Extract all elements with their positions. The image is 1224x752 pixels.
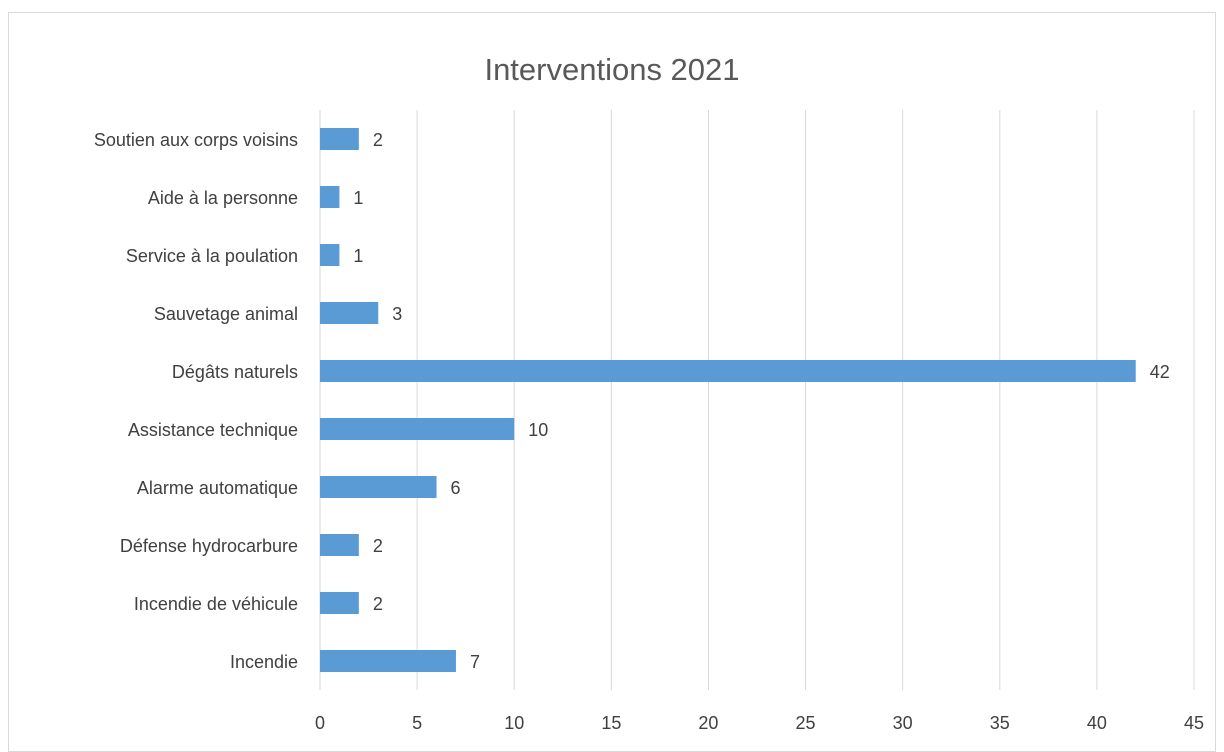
data-label: 10 [528, 420, 548, 440]
x-tick-label: 25 [796, 713, 816, 733]
bar [320, 534, 359, 556]
bar [320, 244, 340, 266]
data-label: 1 [353, 188, 363, 208]
x-tick-label: 45 [1184, 713, 1204, 733]
x-tick-label: 40 [1087, 713, 1107, 733]
category-label: Assistance technique [128, 420, 298, 440]
bar [320, 650, 456, 672]
category-label: Défense hydrocarbure [120, 536, 298, 556]
bar [320, 186, 340, 208]
x-tick-label: 20 [698, 713, 718, 733]
category-label: Soutien aux corps voisins [94, 130, 298, 150]
data-label: 6 [451, 478, 461, 498]
x-tick-label: 35 [990, 713, 1010, 733]
x-tick-label: 10 [504, 713, 524, 733]
category-label: Service à la poulation [126, 246, 298, 266]
data-label: 42 [1150, 362, 1170, 382]
category-label: Incendie [230, 652, 298, 672]
bar [320, 592, 359, 614]
data-label: 7 [470, 652, 480, 672]
category-label: Dégâts naturels [172, 362, 298, 382]
category-label: Alarme automatique [137, 478, 298, 498]
x-tick-label: 0 [315, 713, 325, 733]
x-tick-label: 5 [412, 713, 422, 733]
x-tick-label: 15 [601, 713, 621, 733]
bar [320, 476, 437, 498]
data-label: 3 [392, 304, 402, 324]
category-label: Sauvetage animal [154, 304, 298, 324]
category-label: Incendie de véhicule [134, 594, 298, 614]
data-label: 2 [373, 130, 383, 150]
category-label: Aide à la personne [148, 188, 298, 208]
x-tick-label: 30 [893, 713, 913, 733]
chart-title: Interventions 2021 [484, 52, 740, 87]
data-label: 2 [373, 536, 383, 556]
bar [320, 360, 1136, 382]
data-label: 2 [373, 594, 383, 614]
bar [320, 418, 515, 440]
data-label: 1 [353, 246, 363, 266]
bar [320, 128, 359, 150]
bar [320, 302, 379, 324]
